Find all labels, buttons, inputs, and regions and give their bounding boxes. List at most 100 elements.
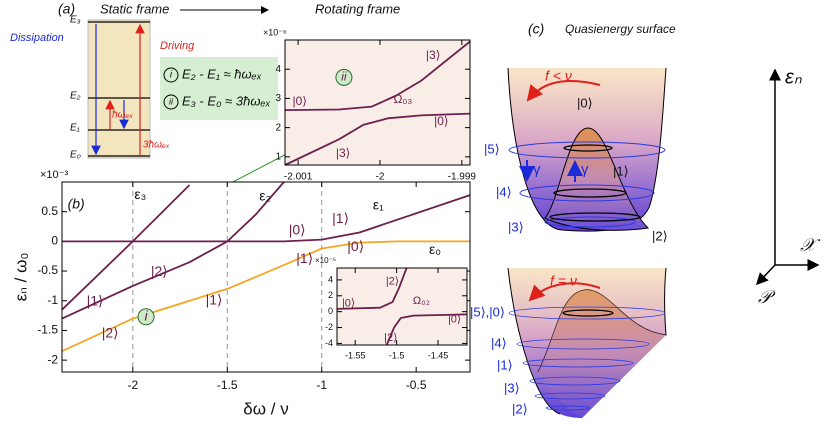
ket: |2⟩ — [652, 228, 668, 243]
x-tick-label: -1.55 — [345, 350, 366, 360]
energy-label: 3ħωₑₓ — [143, 140, 170, 151]
y-tick-label: 1 — [275, 151, 281, 162]
x-tick-label: -2 — [376, 172, 385, 183]
y-tick-label: 4 — [275, 64, 281, 75]
curve — [336, 267, 408, 310]
y-tick-label: -2 — [47, 352, 58, 366]
annotation: |0⟩ — [448, 314, 461, 326]
condition: E₂ - E₁ ≈ ħωₑₓ — [182, 66, 262, 81]
plot-frame — [284, 39, 471, 166]
y-tick-label: -1 — [47, 293, 58, 307]
annotation: Ω₀₂ — [413, 295, 430, 307]
axis-arrow — [755, 264, 776, 286]
panel-a: (a) Static frame Rotating frame E₃ E₂ E₁… — [10, 1, 400, 161]
x-tick-label: -1.45 — [428, 350, 449, 360]
series-label: ε₃ — [134, 186, 146, 202]
panel-label: (a) — [58, 1, 75, 17]
curve — [385, 313, 468, 346]
x-tick-label: -1 — [316, 378, 327, 392]
condition-box — [160, 57, 278, 120]
circle-mark — [335, 68, 353, 86]
surface-edge — [507, 267, 561, 415]
dissipation-label: Dissipation — [10, 32, 64, 44]
y-tick-label: -2 — [325, 322, 333, 332]
annotation: |2⟩ — [386, 275, 399, 287]
annotation: |0⟩ — [342, 298, 355, 310]
condition: E₃ - E₀ ≈ 3ħωₑₓ — [182, 93, 271, 108]
plot-area — [285, 40, 470, 165]
annotation: |0⟩ — [434, 114, 448, 128]
transition-arrow — [528, 282, 601, 302]
annotation: |2⟩ — [102, 325, 119, 341]
annotation: i — [144, 307, 148, 323]
y-tick-label: -0.5 — [37, 263, 58, 277]
series-label: ε₀ — [429, 241, 441, 257]
y-tick-label: 0 — [51, 234, 58, 248]
annotation: |0⟩ — [289, 221, 306, 237]
level-box — [87, 19, 151, 159]
orbits-inner — [549, 144, 641, 222]
dissipation-arrows — [91, 24, 129, 156]
orbits — [508, 141, 666, 228]
annotation: |2⟩ — [151, 263, 168, 279]
ket: |1⟩ — [497, 357, 513, 372]
condition-mark: ii — [169, 96, 174, 106]
level-label: E₀ — [70, 150, 81, 161]
energy-label: ħωₑₓ — [112, 110, 133, 121]
level-label: E₁ — [70, 123, 80, 134]
transition-arrow — [526, 79, 601, 102]
heading: Quasienergy surface — [565, 22, 676, 36]
annotation: |2⟩ — [384, 332, 397, 344]
ket: |2⟩ — [512, 401, 528, 416]
panel-c: (c) Quasienergy surface f < ν |5⟩ |4⟩ |3… — [470, 21, 821, 418]
x-tick-label: -0.5 — [406, 378, 427, 392]
driving-arrows — [105, 23, 145, 155]
ket: |0⟩ — [577, 95, 593, 110]
x-tick-label: -1.5 — [217, 378, 238, 392]
ket: |4⟩ — [491, 335, 507, 350]
driving-label: Driving — [160, 40, 195, 52]
y-multiplier: ×10⁻³ — [40, 169, 68, 181]
condition: f < ν — [545, 68, 572, 84]
x-tick-label: -2 — [127, 378, 138, 392]
orbit-inner — [562, 309, 614, 317]
y-multiplier: ×10⁻⁵ — [315, 256, 336, 265]
annotation: |1⟩ — [87, 293, 104, 309]
y-tick-label: -4 — [325, 338, 333, 348]
ket: |3⟩ — [508, 219, 524, 234]
ket: |4⟩ — [496, 184, 512, 199]
condition: f = ν — [550, 273, 577, 289]
y-tick-label: -1.5 — [37, 323, 58, 337]
heading: Static frame — [100, 1, 169, 16]
series-label: ε₂ — [259, 188, 271, 204]
axis-label: εₙ — [785, 66, 803, 88]
curve — [62, 194, 471, 243]
annotation: |1⟩ — [206, 291, 223, 307]
ket: |1⟩ — [613, 163, 629, 178]
heading: Rotating frame — [315, 1, 400, 16]
curve — [284, 40, 471, 111]
ket: |5⟩,|0⟩ — [470, 304, 505, 319]
plot-frame — [61, 181, 471, 373]
annotation: Ω₀₃ — [393, 92, 412, 106]
y-multiplier: ×10⁻⁶ — [263, 27, 287, 37]
circle — [163, 67, 179, 83]
curve — [284, 112, 471, 166]
panel-label: (c) — [528, 21, 544, 37]
annotation: |1⟩ — [332, 210, 349, 226]
annotation: ii — [341, 70, 347, 84]
axis-label: 𝒳 — [800, 235, 821, 255]
curve — [61, 181, 285, 320]
annotation: (b) — [68, 195, 85, 211]
plot-frame — [336, 267, 468, 346]
y-tick-label: 4 — [328, 274, 333, 284]
annotation: |0⟩ — [347, 238, 364, 254]
hump — [544, 127, 650, 231]
hump — [538, 289, 666, 418]
circle — [163, 94, 179, 110]
orbits — [508, 306, 666, 411]
y-tick-label: 0 — [328, 306, 333, 316]
annotation: |3⟩ — [426, 48, 440, 62]
x-axis-label: δω / ν — [243, 399, 288, 418]
